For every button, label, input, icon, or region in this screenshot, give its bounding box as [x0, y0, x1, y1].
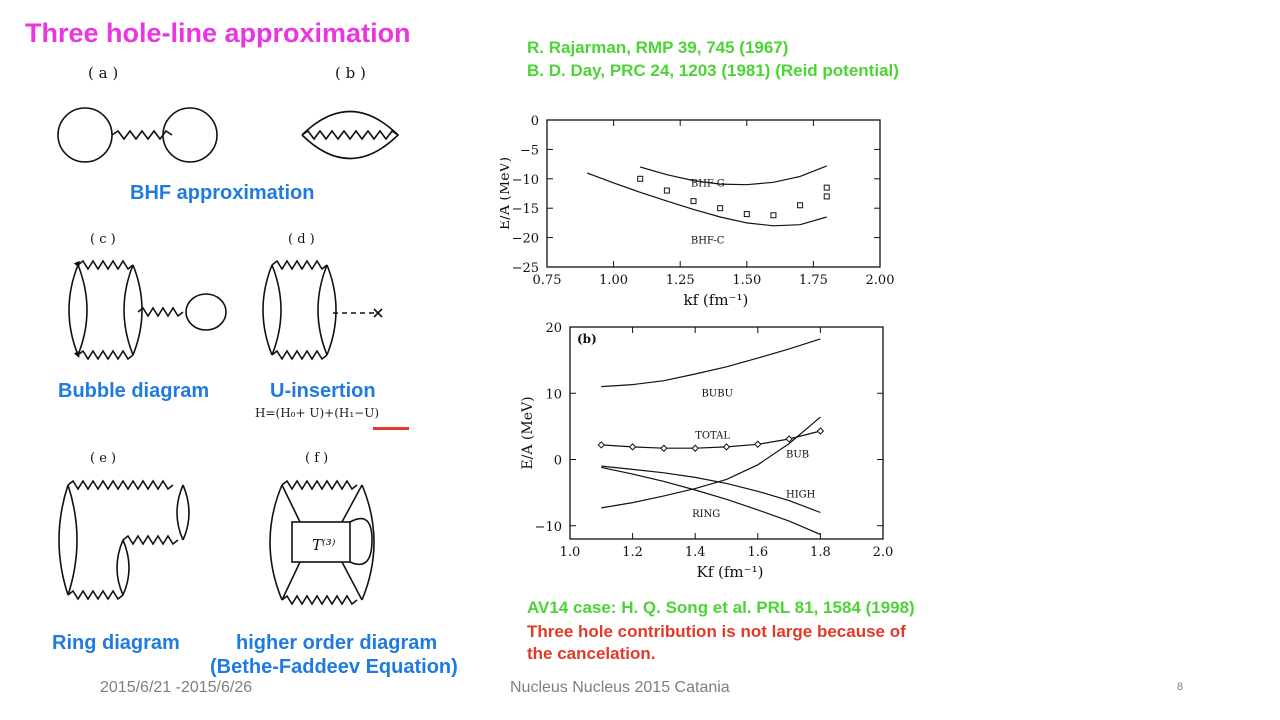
x-tick-label: 1.6: [747, 545, 768, 560]
series-line-ring: [601, 466, 821, 535]
data-point: [628, 443, 637, 451]
data-point: [754, 440, 762, 448]
hamiltonian-formula: H=(H₀+ U)+(H₁−U): [255, 406, 380, 420]
data-point: [637, 175, 644, 182]
series-line-bubu: [601, 338, 821, 388]
series-label-bub: BUB: [786, 450, 809, 461]
t3-box: [291, 521, 351, 563]
series-label-total: TOTAL: [695, 430, 730, 441]
diagram-b-interaction: [301, 129, 399, 141]
x-axis-label: kf (fm⁻¹): [684, 291, 749, 309]
plot-frame: [569, 326, 884, 540]
diagram-c-loop: [185, 293, 227, 331]
y-tick-label: 20: [545, 321, 562, 336]
hole-line-diagrams: T⁽³⁾ ( a ) ( b ) ( c ) ( d ) ( e ) ( f ): [57, 64, 400, 606]
note-line-1: Three hole contribution is not large bec…: [527, 622, 906, 641]
y-tick-label: 0: [554, 454, 562, 469]
diagram-a-interaction: [111, 129, 173, 141]
diagram-label-b: ( b ): [335, 64, 366, 82]
caption-higher-order: higher order diagram: [236, 632, 438, 654]
series-line-bhf-c: [586, 172, 827, 227]
plot-frame: [546, 119, 881, 268]
data-point: [797, 202, 804, 209]
reference-rajarman: R. Rajarman, RMP 39, 745 (1967): [527, 38, 789, 57]
x-tick-label: 1.50: [732, 273, 761, 288]
y-tick-label: 10: [545, 387, 562, 402]
diagram-label-d: ( d ): [288, 232, 315, 247]
series-line-total: [601, 430, 821, 449]
x-tick-label: 1.00: [599, 273, 628, 288]
data-point: [823, 184, 830, 191]
x-tick-label: 0.75: [533, 273, 562, 288]
diagram-c-bottom-wiggle: [77, 349, 134, 361]
series-label-bhf-g: BHF-G: [691, 178, 725, 189]
reference-day: B. D. Day, PRC 24, 1203 (1981) (Reid pot…: [527, 61, 899, 80]
data-point: [823, 193, 830, 200]
series-label-bhf-c: BHF-C: [691, 235, 725, 246]
y-axis-label: E/A (MeV): [500, 157, 513, 230]
av14-reference: AV14 case: H. Q. Song et al. PRL 81, 158…: [527, 598, 915, 617]
diagram-label-e: ( e ): [90, 451, 116, 466]
footer-conference: Nucleus Nucleus 2015 Catania: [510, 679, 730, 696]
y-tick-label: −15: [512, 202, 539, 217]
y-tick-label: −10: [535, 520, 562, 535]
caption-uinsertion: U-insertion: [270, 380, 376, 402]
x-tick-label: 1.75: [799, 273, 828, 288]
data-point: [743, 211, 750, 218]
data-point: [690, 198, 697, 205]
footer-date: 2015/6/21 -2015/6/26: [100, 679, 253, 696]
series-line-bub: [601, 416, 821, 509]
data-point: [785, 435, 793, 443]
data-point: [816, 427, 825, 435]
diagram-c-top-wiggle: [77, 259, 134, 271]
caption-bubble: Bubble diagram: [58, 380, 210, 402]
x-tick-label: 2.0: [873, 545, 894, 560]
page-number: 8: [1177, 681, 1184, 693]
x-tick-label: 1.8: [810, 545, 831, 560]
series-label-ring: RING: [692, 509, 720, 520]
diagram-label-f: ( f ): [305, 451, 328, 466]
x-axis-label: Kf (fm⁻¹): [697, 563, 764, 581]
caption-ring: Ring diagram: [52, 632, 180, 654]
x-tick-label: 1.4: [685, 545, 706, 560]
series-label-high: HIGH: [786, 489, 816, 500]
x-tick-label: 2.00: [866, 273, 895, 288]
data-point: [660, 444, 668, 452]
x-tick-label: 1.2: [622, 545, 643, 560]
slide-title: Three hole-line approximation: [25, 18, 411, 48]
y-tick-label: 0: [531, 114, 539, 129]
formula-underline: [373, 427, 409, 430]
series-label-bubu: BUBU: [701, 389, 733, 400]
y-tick-label: −5: [520, 143, 539, 158]
data-point: [691, 444, 699, 452]
data-point: [722, 443, 731, 451]
diagram-label-a: ( a ): [88, 64, 118, 82]
caption-bethe-faddeev: (Bethe-Faddeev Equation): [210, 656, 458, 678]
series-line-bhf-g: [640, 165, 827, 186]
data-point: [597, 441, 606, 449]
x-tick-label: 1.0: [560, 545, 581, 560]
chart-bhf: 0.75 1.00 1.25 1.50 1.75 2.00 0 −5 −10 −15 −20 −25 k…: [500, 114, 895, 309]
note-line-2: the cancelation.: [527, 644, 656, 663]
panel-label: (b): [577, 332, 597, 346]
diagram-label-c: ( c ): [90, 232, 116, 247]
y-axis-label: E/A (MeV): [520, 396, 536, 469]
diagram-d-cross: [373, 308, 383, 318]
diagram-f-loop: [349, 517, 373, 566]
x-tick-label: 1.25: [666, 273, 695, 288]
y-tick-label: −25: [512, 261, 539, 276]
caption-bhf: BHF approximation: [130, 182, 315, 204]
chart-hole-contributions: 1.0 1.2 1.4 1.6 1.8 2.0 20 10 0 −10 Kf (fm⁻¹) E/A (…: [520, 321, 894, 581]
diagram-a-left-loop: [57, 107, 113, 163]
t3-label: T⁽³⁾: [312, 536, 336, 554]
data-point: [770, 212, 777, 219]
data-point: [717, 205, 724, 212]
y-tick-label: −20: [512, 232, 539, 247]
y-tick-label: −10: [512, 173, 539, 188]
series-line-high: [601, 465, 821, 514]
data-point: [663, 187, 670, 194]
